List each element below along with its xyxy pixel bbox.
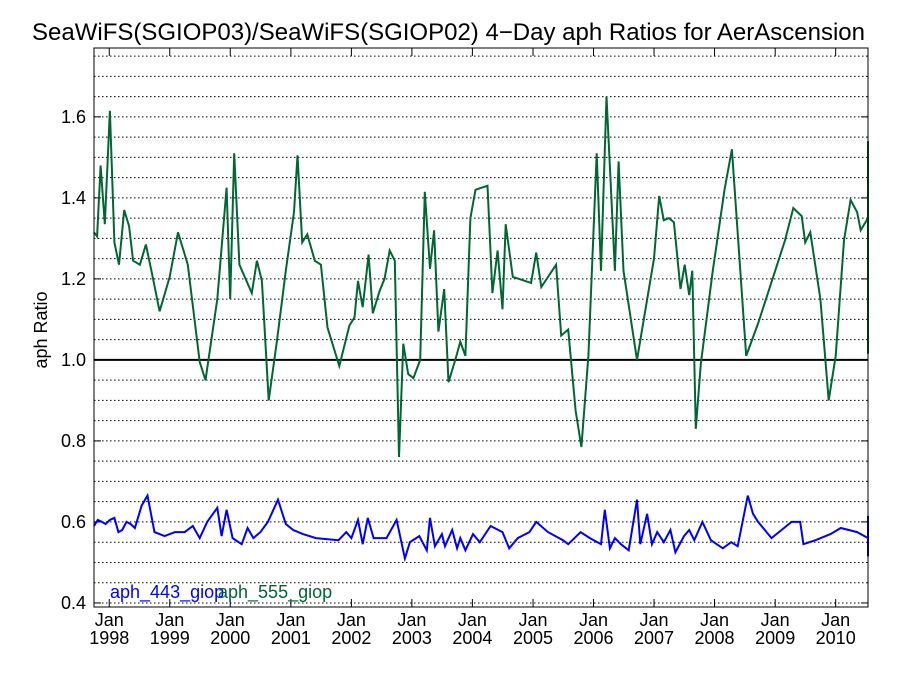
x-tick-month-label: Jan <box>276 610 305 630</box>
x-tick-month-label: Jan <box>458 610 487 630</box>
x-axis-ticks: Jan1998Jan1999Jan2000Jan2001Jan2002Jan20… <box>89 48 856 648</box>
y-tick-label: 0.6 <box>61 512 86 532</box>
legend: aph_443_giop aph_555_giop <box>110 582 332 603</box>
x-tick-year-label: 1999 <box>150 628 190 648</box>
chart-title: SeaWiFS(SGIOP03)/SeaWiFS(SGIOP02) 4−Day … <box>32 19 865 46</box>
x-tick-month-label: Jan <box>397 610 426 630</box>
x-tick-month-label: Jan <box>700 610 729 630</box>
x-tick-year-label: 2008 <box>695 628 735 648</box>
x-tick-month-label: Jan <box>519 610 548 630</box>
y-tick-label: 1.6 <box>61 107 86 127</box>
x-tick-month-label: Jan <box>579 610 608 630</box>
y-tick-label: 1.4 <box>61 188 86 208</box>
y-axis-ticks: 0.4 0.6 0.8 1.0 1.2 1.4 1.6 <box>61 107 868 613</box>
plot-frame <box>93 47 869 608</box>
x-tick-month-label: Jan <box>640 610 669 630</box>
x-tick-year-label: 2007 <box>634 628 674 648</box>
x-tick-year-label: 1998 <box>89 628 129 648</box>
x-tick-year-label: 2006 <box>574 628 614 648</box>
x-tick-month-label: Jan <box>216 610 245 630</box>
y-tick-label: 0.8 <box>61 431 86 451</box>
x-tick-year-label: 2004 <box>452 628 492 648</box>
x-tick-year-label: 2003 <box>392 628 432 648</box>
x-tick-month-label: Jan <box>337 610 366 630</box>
x-tick-year-label: 2010 <box>816 628 856 648</box>
y-tick-label: 1.2 <box>61 269 86 289</box>
x-tick-year-label: 2001 <box>271 628 311 648</box>
y-tick-label: 0.4 <box>61 593 86 613</box>
x-tick-year-label: 2009 <box>755 628 795 648</box>
series-line-aph-443-giop <box>93 492 869 563</box>
y-axis-label: aph Ratio <box>31 291 51 368</box>
series <box>93 96 869 563</box>
y-tick-label: 1.0 <box>61 350 86 370</box>
x-tick-month-label: Jan <box>95 610 124 630</box>
legend-item-aph-443-giop: aph_443_giop <box>110 582 224 603</box>
legend-item-aph-555-giop: aph_555_giop <box>218 582 332 603</box>
x-tick-year-label: 2005 <box>513 628 553 648</box>
x-tick-year-label: 2000 <box>210 628 250 648</box>
x-tick-month-label: Jan <box>155 610 184 630</box>
x-tick-month-label: Jan <box>821 610 850 630</box>
x-tick-month-label: Jan <box>761 610 790 630</box>
x-tick-year-label: 2002 <box>331 628 371 648</box>
grid <box>94 55 868 604</box>
series-line-aph-555-giop <box>93 96 869 458</box>
